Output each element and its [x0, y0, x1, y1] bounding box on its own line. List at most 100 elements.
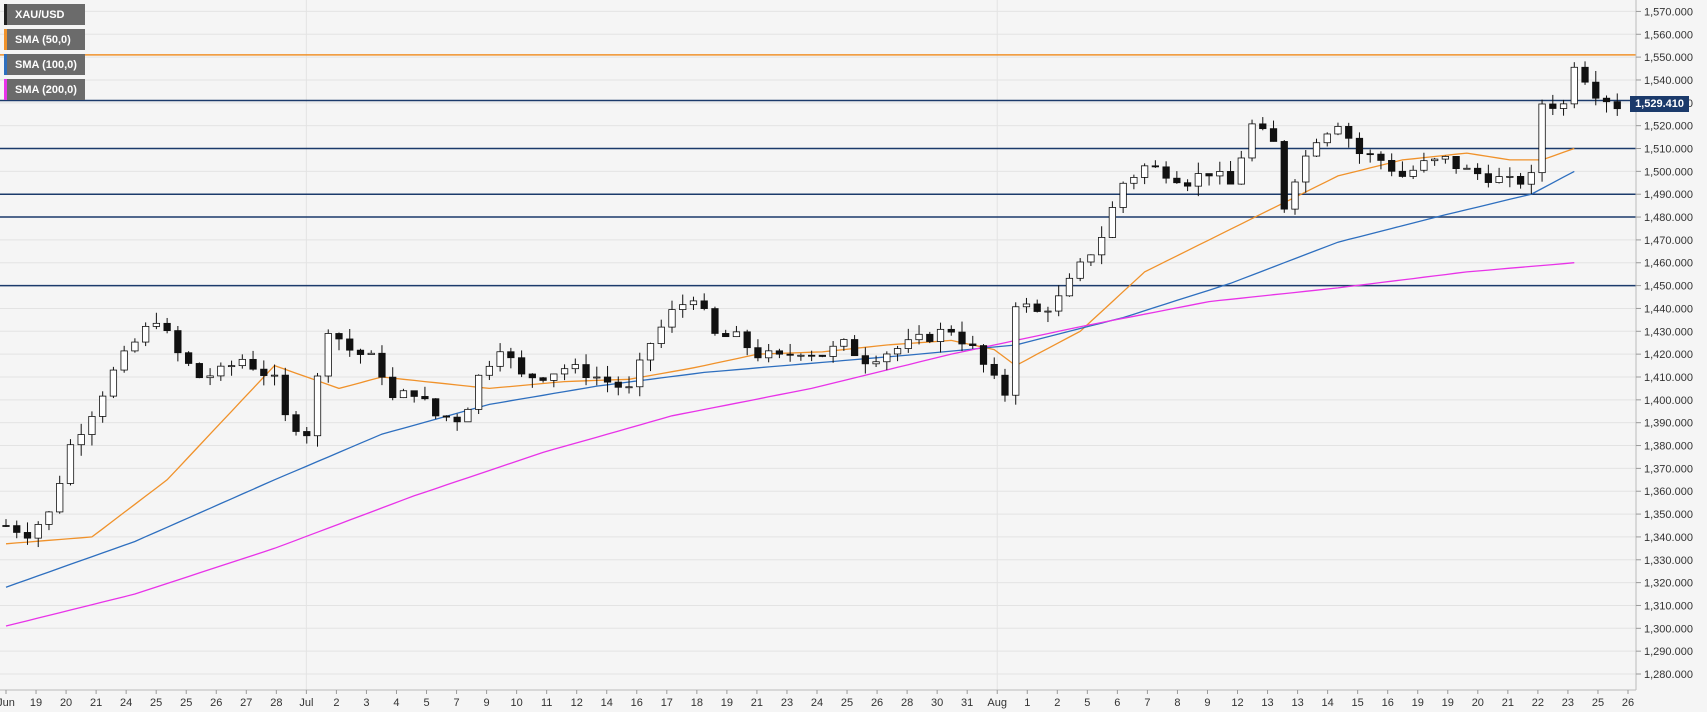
- y-tick-label: 1,350.000: [1644, 509, 1693, 521]
- x-tick-label: 1: [1024, 697, 1030, 709]
- candle-body: [732, 331, 741, 338]
- candle-body: [926, 333, 934, 342]
- horizontal-levels: [0, 54, 1636, 287]
- legend-sma-100[interactable]: SMA (100,0): [4, 54, 85, 75]
- candle-body: [1205, 173, 1213, 177]
- candle-body: [2, 525, 10, 527]
- candle-body: [893, 348, 902, 355]
- candle-body: [77, 434, 85, 446]
- x-tick-label: 20: [1472, 697, 1484, 709]
- candle-body: [1076, 261, 1084, 279]
- candle-body: [421, 396, 429, 400]
- candle-body: [335, 333, 343, 340]
- candle-body: [23, 532, 32, 539]
- candle-body: [1452, 156, 1460, 170]
- candle-body: [1570, 66, 1578, 105]
- candle-body: [657, 326, 665, 344]
- candle-body: [1538, 103, 1546, 174]
- candle-body: [120, 350, 128, 371]
- x-tick-label: 5: [423, 697, 429, 709]
- candle-body: [775, 350, 784, 355]
- x-tick-label: 12: [571, 697, 583, 709]
- candle-body: [1108, 207, 1117, 238]
- candle-body: [883, 353, 891, 363]
- x-tick-label: 22: [1532, 697, 1544, 709]
- legend-symbol[interactable]: XAU/USD: [4, 4, 85, 25]
- y-tick-label: 1,470.000: [1644, 235, 1693, 247]
- x-tick-label: 19: [30, 697, 42, 709]
- candle-body: [904, 339, 912, 349]
- candle-body: [1237, 157, 1245, 185]
- y-tick-label: 1,290.000: [1644, 646, 1693, 658]
- candle-body: [915, 333, 923, 341]
- candle-body: [1259, 123, 1267, 130]
- y-tick-label: 1,330.000: [1644, 555, 1693, 567]
- price-axis: 1,280.000 1,290.000 1,300.000 1,310.000 1,32…: [1636, 6, 1693, 681]
- x-tick-label: 2: [333, 697, 339, 709]
- y-tick-label: 1,490.000: [1644, 189, 1693, 201]
- candle-body: [88, 416, 96, 435]
- x-tick-label: 30: [931, 697, 943, 709]
- candle-body: [1549, 103, 1557, 109]
- candle-body: [281, 374, 289, 416]
- candle-body: [1312, 142, 1321, 157]
- candle-body: [1302, 155, 1310, 183]
- candle-body: [1098, 237, 1106, 256]
- candle-body: [765, 350, 773, 359]
- legend-sma-200[interactable]: SMA (200,0): [4, 79, 85, 100]
- x-tick-label: 4: [393, 697, 399, 709]
- x-tick-label: 9: [484, 697, 490, 709]
- y-tick-label: 1,460.000: [1644, 258, 1693, 270]
- candle-body: [1613, 101, 1621, 110]
- candle-body: [227, 365, 236, 368]
- candle-body: [109, 369, 118, 397]
- legend-sma-50[interactable]: SMA (50,0): [4, 29, 85, 50]
- candle-body: [603, 376, 612, 383]
- x-tick-label: 26: [871, 697, 883, 709]
- x-tick-label: 21: [751, 697, 763, 709]
- candle-body: [711, 308, 719, 334]
- x-tick-label: 26: [210, 697, 222, 709]
- x-tick-label: 10: [511, 697, 523, 709]
- candle-body: [808, 354, 816, 357]
- candle-body: [1280, 141, 1288, 210]
- sma-50-swatch: [4, 29, 7, 50]
- candle-body: [1559, 103, 1568, 109]
- candle-body: [131, 341, 139, 352]
- x-tick-label: 26: [1622, 697, 1634, 709]
- candle-body: [1248, 123, 1256, 159]
- candle-body: [142, 326, 150, 343]
- x-tick-label: 25: [150, 697, 162, 709]
- y-tick-label: 1,450.000: [1644, 281, 1693, 293]
- candle-body: [1216, 171, 1224, 177]
- candle-body: [1291, 181, 1299, 210]
- y-tick-label: 1,560.000: [1644, 29, 1693, 41]
- candle-body: [1334, 126, 1342, 135]
- candle-body: [313, 375, 322, 437]
- x-tick-label: 16: [631, 697, 643, 709]
- candle-body: [389, 376, 397, 399]
- x-tick-label: 8: [1174, 697, 1180, 709]
- legend-label: SMA (50,0): [15, 33, 71, 46]
- candle-body: [550, 373, 558, 381]
- candle-body: [979, 345, 988, 365]
- candle-body: [528, 373, 536, 379]
- candle-body: [195, 363, 203, 379]
- x-tick-label: 11: [541, 697, 552, 709]
- x-tick-label: 15: [1352, 697, 1364, 709]
- candle-body: [56, 483, 64, 513]
- y-tick-label: 1,550.000: [1644, 52, 1693, 64]
- candle-body: [990, 363, 998, 376]
- candle-body: [1012, 306, 1020, 396]
- candle-body: [1409, 169, 1417, 177]
- y-tick-label: 1,430.000: [1644, 326, 1693, 338]
- candle-body: [947, 328, 955, 333]
- candle-body: [1055, 295, 1063, 312]
- candle-body: [270, 374, 279, 377]
- candle-body: [1420, 160, 1428, 171]
- candle-body: [1001, 374, 1009, 396]
- candle-body: [1269, 128, 1278, 142]
- candle-body: [1345, 126, 1353, 139]
- candle-body: [249, 358, 257, 370]
